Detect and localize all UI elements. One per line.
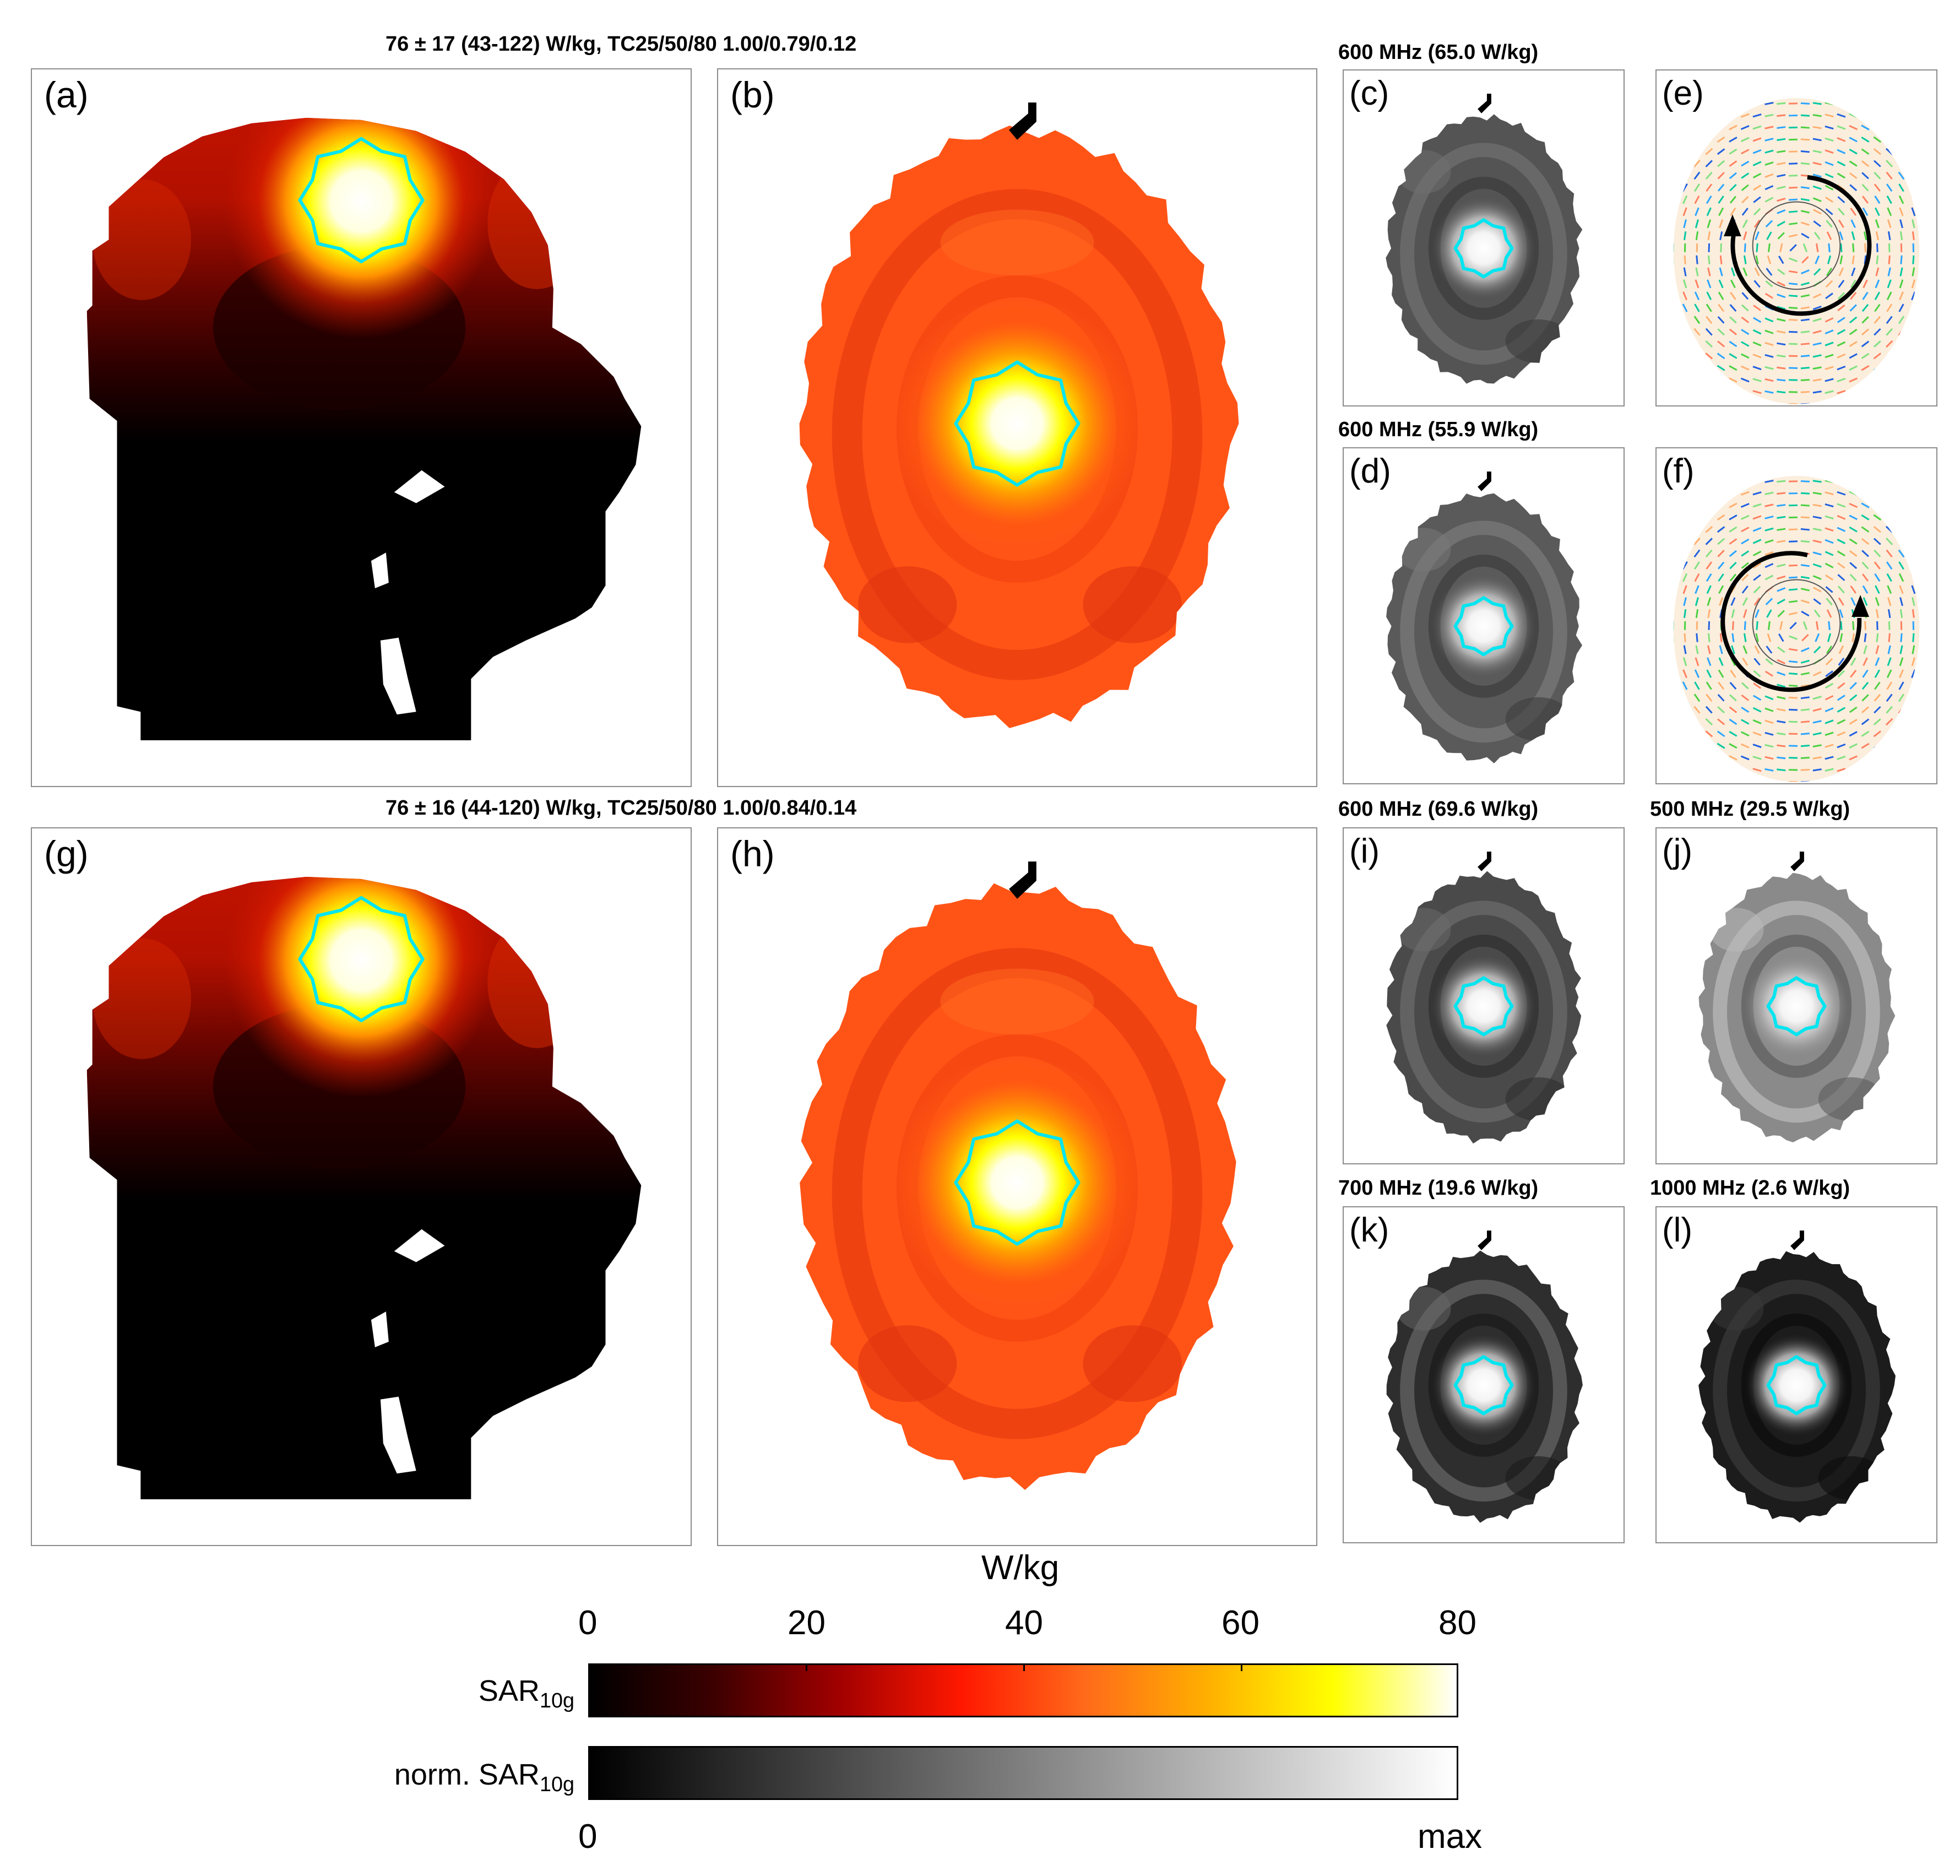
panel-j-title: 500 MHz (29.5 W/kg) (1650, 798, 1850, 821)
panel-a-label: (a) (44, 74, 89, 115)
panel-g-label: (g) (44, 833, 89, 874)
target-region-outline (1453, 976, 1514, 1037)
colorbar-tick-0: 0 (578, 1604, 598, 1642)
axial-norm-sar-map (1698, 1230, 1896, 1523)
row1-title: 76 ± 17 (43-122) W/kg, TC25/50/80 1.00/0… (386, 32, 857, 56)
norm-colorbar-min: 0 (578, 1818, 598, 1856)
colorbar-tickmark-40 (1023, 1663, 1025, 1671)
rotation-arrow-icon (1730, 175, 1872, 316)
panel-b-label: (b) (730, 74, 775, 115)
panel-i-label: (i) (1349, 832, 1380, 870)
row2-title: 76 ± 16 (44-120) W/kg, TC25/50/80 1.00/0… (386, 796, 857, 820)
colorbar-tick-80: 80 (1438, 1604, 1476, 1642)
axial-head-sar-map (800, 861, 1236, 1490)
axial-norm-sar-map (1386, 852, 1582, 1144)
norm-sar-colorbar-label: norm. SAR10g (394, 1758, 574, 1796)
panel-e-field-vectors: (e) (1655, 69, 1937, 406)
panel-f-label: (f) (1662, 452, 1695, 490)
target-region-outline (1766, 976, 1827, 1037)
norm-colorbar-max: max (1418, 1818, 1483, 1856)
axial-norm-sar-map (1698, 852, 1896, 1143)
target-region-outline (954, 360, 1081, 487)
sagittal-head-sar-map (86, 117, 642, 741)
panel-i-title: 600 MHz (69.6 W/kg) (1338, 798, 1539, 821)
panel-d-norm-sar: (d) (1343, 447, 1625, 784)
panel-f-field-vectors: (f) (1655, 447, 1937, 784)
axial-norm-sar-map (1386, 1230, 1583, 1523)
target-region-outline (298, 896, 425, 1022)
sar-colorbar (588, 1663, 1458, 1717)
panel-k-label: (k) (1349, 1211, 1389, 1249)
colorbar-unit: W/kg (981, 1549, 1060, 1587)
colorbar-tick-60: 60 (1221, 1604, 1259, 1642)
target-region-outline (298, 137, 425, 263)
panel-i-norm-sar: (i) (1343, 827, 1625, 1164)
panel-d-label: (d) (1349, 452, 1391, 490)
colorbar-tickmark-20 (806, 1663, 807, 1671)
axial-head-sar-map (799, 102, 1239, 728)
panel-j-norm-sar: (j) (1655, 827, 1937, 1164)
panel-k-title: 700 MHz (19.6 W/kg) (1338, 1176, 1539, 1200)
panel-c-norm-sar: (c) (1343, 69, 1625, 406)
panel-j-label: (j) (1662, 832, 1693, 870)
colorbar-tick-40: 40 (1005, 1604, 1043, 1642)
field-vector-map (1673, 476, 1920, 782)
panel-g-sagittal-sar: (g) (31, 827, 692, 1546)
rotation-arrow-icon (1720, 551, 1862, 692)
panel-b-axial-sar: (b) (717, 68, 1317, 787)
panel-k-norm-sar: (k) (1343, 1206, 1625, 1543)
target-region-outline (1453, 596, 1514, 657)
sar-colorbar-label: SAR10g (478, 1674, 574, 1712)
axial-norm-sar-map (1386, 471, 1582, 763)
colorbar-tickmark-60 (1241, 1663, 1242, 1671)
panel-h-axial-sar: (h) (717, 827, 1317, 1546)
target-region-outline (954, 1119, 1081, 1246)
panel-a-sagittal-sar: (a) (31, 68, 692, 787)
colorbar-tick-20: 20 (788, 1604, 826, 1642)
target-region-outline (1453, 218, 1514, 279)
panel-c-label: (c) (1349, 74, 1389, 112)
axial-norm-sar-map (1386, 94, 1583, 384)
panel-l-title: 1000 MHz (2.6 W/kg) (1650, 1176, 1850, 1200)
field-vector-map (1673, 98, 1920, 404)
panel-e-label: (e) (1662, 74, 1704, 112)
panel-h-label: (h) (730, 833, 775, 874)
panel-l-norm-sar: (l) (1655, 1206, 1937, 1543)
target-region-outline (1453, 1355, 1514, 1416)
panel-c-title: 600 MHz (65.0 W/kg) (1338, 41, 1539, 64)
panel-d-title: 600 MHz (55.9 W/kg) (1338, 418, 1539, 441)
norm-sar-colorbar (588, 1746, 1458, 1800)
panel-l-label: (l) (1662, 1211, 1693, 1249)
target-region-outline (1766, 1355, 1827, 1416)
sagittal-head-sar-map (86, 876, 642, 1500)
